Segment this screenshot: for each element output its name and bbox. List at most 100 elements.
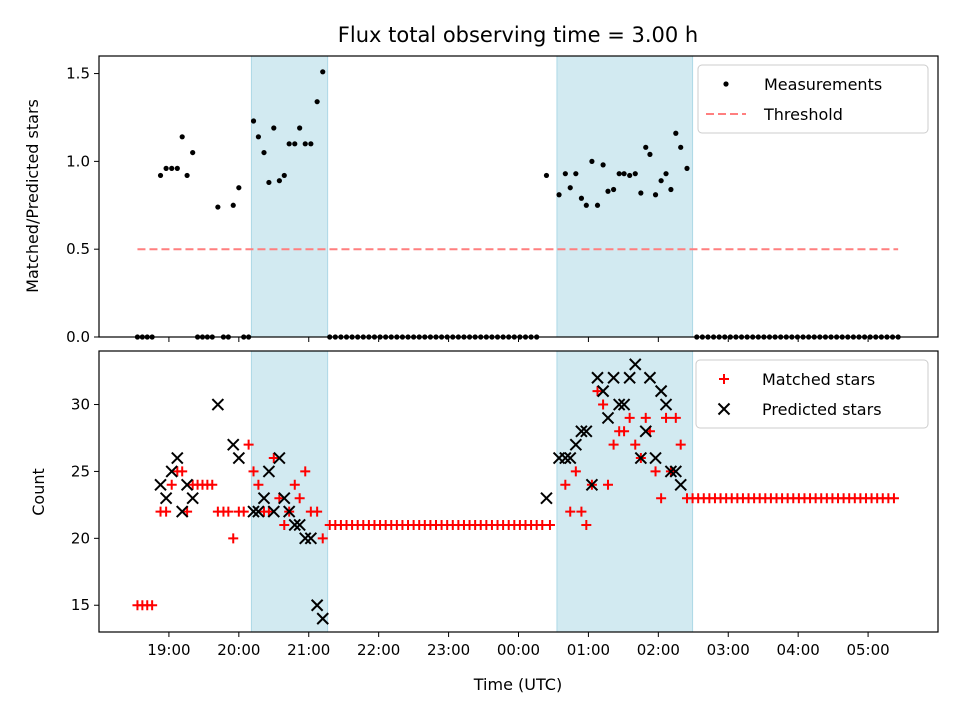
- predicted-star-point: [299, 532, 312, 545]
- bottom-series-matched-stars: [132, 386, 899, 611]
- x-tick-label: 21:00: [287, 641, 330, 659]
- matched-star-point: [565, 506, 576, 517]
- x-tick-label: 00:00: [497, 641, 540, 659]
- matched-star-point: [268, 453, 279, 464]
- legend-label: Threshold: [763, 105, 843, 124]
- predicted-star-point: [180, 478, 194, 492]
- matched-star-point: [675, 439, 686, 450]
- measurement-point: [261, 149, 267, 156]
- matched-star-point: [294, 493, 305, 504]
- x-tick-label: 01:00: [567, 641, 610, 659]
- bottom-panel-y-axis-label: Count: [29, 468, 48, 516]
- measurement-point: [320, 69, 326, 75]
- chart-title: Flux total observing time = 3.00 h: [338, 23, 698, 47]
- matched-star-point: [289, 479, 300, 490]
- predicted-star-point: [310, 599, 324, 612]
- matched-star-point: [248, 466, 259, 477]
- measurement-point: [174, 165, 180, 171]
- top-shaded-interval-1: [250, 55, 329, 338]
- predicted-star-point: [304, 532, 318, 545]
- matched-star-point: [253, 479, 264, 490]
- predicted-star-point: [664, 465, 678, 478]
- measurement-point: [292, 141, 298, 147]
- predicted-star-point: [643, 371, 657, 384]
- matched-star-point: [263, 506, 274, 517]
- predicted-star-point: [629, 358, 642, 371]
- bottom-shaded-interval-1: [250, 350, 329, 633]
- matched-star-point: [161, 506, 172, 517]
- measurement-point: [302, 141, 308, 147]
- matched-star-point: [640, 412, 651, 423]
- predicted-star-point: [580, 425, 593, 438]
- top-y-tick-label: 0.5: [66, 240, 90, 258]
- matched-star-point: [608, 439, 619, 450]
- predicted-star-point: [659, 398, 673, 411]
- predicted-star-point: [612, 398, 626, 411]
- matched-star-point: [624, 412, 635, 423]
- matched-star-point: [581, 519, 592, 530]
- bottom-panel: 15 20 25 30 19:00 20:00 21:00 22:00 23:00 00:00 01…: [71, 350, 939, 659]
- measurement-point: [652, 192, 659, 198]
- matched-star-point: [570, 466, 581, 477]
- predicted-star-point: [171, 451, 184, 465]
- measurement-point: [184, 172, 190, 179]
- bottom-series-predicted-stars: [154, 358, 687, 625]
- matched-star-point: [630, 439, 641, 450]
- measurement-point: [215, 204, 221, 210]
- measurement-point: [250, 118, 257, 124]
- measurement-point: [567, 185, 573, 191]
- matched-star-point: [560, 479, 571, 490]
- predicted-star-point: [232, 451, 246, 465]
- top-panel: 0.0 0.5 1.0 1.5 Measurements Threshold: [66, 55, 939, 346]
- measurement-point: [668, 186, 674, 193]
- matched-star-point: [243, 439, 254, 450]
- predicted-star-point: [623, 371, 636, 384]
- measurement-point: [556, 192, 562, 198]
- measurement-point: [678, 144, 684, 150]
- predicted-star-point: [559, 451, 572, 465]
- measurement-point: [169, 165, 175, 171]
- matched-star-point: [598, 399, 609, 410]
- matched-star-point: [177, 466, 188, 477]
- matched-star-point: [279, 519, 290, 530]
- matched-star-point: [656, 493, 667, 504]
- x-tick-label: 02:00: [637, 641, 680, 659]
- measurement-point: [157, 172, 164, 179]
- x-tick-label: 19:00: [147, 641, 190, 659]
- matched-star-point: [166, 479, 177, 490]
- measurement-point: [573, 171, 579, 177]
- measurement-point: [658, 178, 664, 184]
- predicted-star-point: [252, 505, 265, 518]
- measurement-point: [255, 134, 262, 140]
- bottom-shaded-interval-2: [556, 350, 694, 633]
- matched-star-point: [238, 506, 249, 517]
- measurement-point: [163, 165, 169, 171]
- predicted-star-point: [639, 425, 652, 438]
- matched-star-point: [576, 506, 587, 517]
- legend-marker-x: [717, 402, 731, 416]
- measurement-point: [594, 202, 601, 208]
- measurement-point: [271, 125, 277, 131]
- matched-star-point: [207, 479, 218, 490]
- predicted-star-point: [654, 384, 668, 398]
- predicted-star-point: [211, 398, 225, 411]
- measurement-point: [663, 171, 669, 177]
- predicted-star-point: [316, 612, 329, 625]
- top-shaded-interval-2: [556, 55, 694, 338]
- matched-star-point: [147, 600, 158, 611]
- top-y-tick-label: 1.5: [66, 65, 90, 83]
- predicted-star-point: [585, 478, 599, 492]
- legend-label: Predicted stars: [762, 400, 882, 419]
- bottom-y-tick-label: 25: [71, 462, 90, 480]
- measurement-point: [314, 99, 320, 105]
- predicted-star-point: [564, 451, 577, 465]
- measurement-point: [616, 171, 622, 177]
- predicted-star-point: [257, 491, 271, 505]
- measurement-point: [308, 141, 314, 147]
- x-tick-label: 03:00: [707, 641, 750, 659]
- bottom-y-tick-label: 20: [71, 529, 90, 547]
- measurement-point: [179, 134, 185, 140]
- bottom-y-tick-label: 15: [71, 596, 90, 614]
- top-legend: Measurements Threshold: [697, 64, 929, 134]
